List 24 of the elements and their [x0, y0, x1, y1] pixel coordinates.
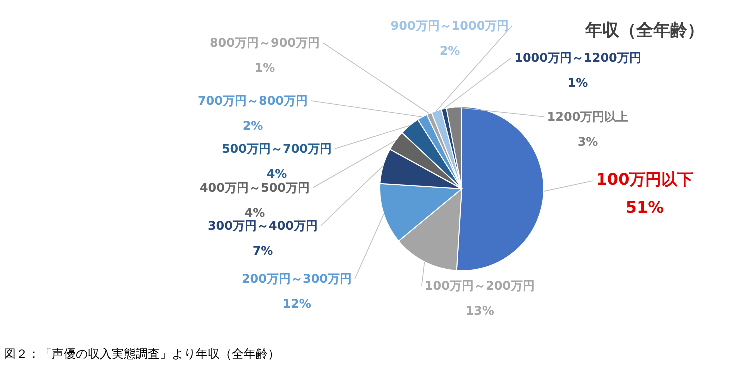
data-label: 12% — [282, 297, 312, 311]
data-label: 13% — [466, 304, 494, 318]
slice-label: 900万円～1000万円 — [390, 19, 510, 33]
data-label: 1% — [254, 61, 276, 75]
slice-label: 400万円～500万円 — [200, 181, 310, 195]
slice-label: 200万円～300万円 — [242, 272, 352, 286]
slice-label: 100万円以下 — [596, 170, 694, 189]
slice-label: 300万円～400万円 — [208, 219, 318, 233]
slice-label: 700万円～800万円 — [198, 94, 308, 108]
data-label: 2% — [242, 119, 264, 133]
data-label: 2% — [440, 44, 460, 58]
slice-label: 500万円～700万円 — [222, 142, 332, 156]
slice-label: 1200万円以上 — [547, 110, 629, 124]
slice-label: 100万円～200万円 — [424, 279, 536, 293]
data-label: 7% — [252, 244, 274, 258]
data-label: 51% — [626, 198, 664, 217]
chart-title: 年収（全年齢） — [584, 21, 704, 41]
data-label: 1% — [568, 76, 588, 90]
caption: 図２：「声優の収入実態調査」より年収（全年齢） — [4, 347, 280, 361]
data-label: 4% — [244, 206, 266, 220]
data-label: 3% — [578, 135, 598, 149]
slice-label: 1000万円～1200万円 — [514, 51, 642, 65]
data-label: 4% — [266, 167, 288, 181]
slice-label: 800万円～900万円 — [210, 36, 320, 50]
